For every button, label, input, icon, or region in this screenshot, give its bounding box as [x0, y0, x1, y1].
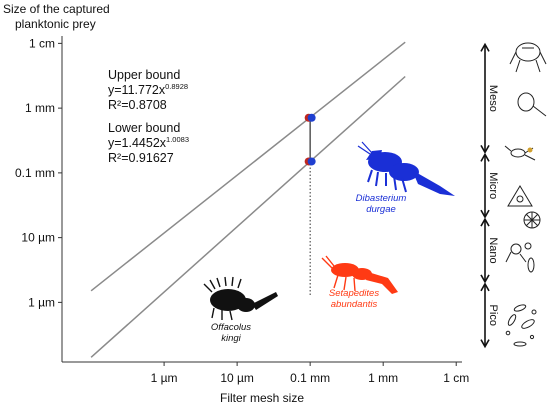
- y-axis-title-line-1: Size of the captured: [3, 2, 110, 16]
- x-tick-label: 10 µm: [220, 371, 254, 385]
- micro-diatom-sketch-icon: [507, 185, 533, 207]
- x-tick-label: 0.1 mm: [290, 371, 330, 385]
- upper-bound-line: [90, 41, 406, 292]
- regression-lines: [90, 41, 406, 358]
- x-tick-label: 1 cm: [443, 371, 469, 385]
- lower-bound-exponent: 1.0083: [166, 135, 189, 144]
- size-class-pico-arrow-down-icon: [480, 339, 490, 349]
- setapedites-silhouette-icon: [321, 255, 398, 294]
- species-dibasterium-epithet: durgae: [366, 204, 396, 215]
- meso-medusa-sketch-icon: [517, 92, 547, 117]
- data-points: [304, 113, 316, 166]
- size-class-meso-label: Meso: [487, 85, 499, 112]
- data-point: [307, 113, 316, 122]
- upper-bound-label: Upper bound: [108, 68, 180, 82]
- x-axis-title: Filter mesh size: [220, 391, 304, 405]
- y-tick-label: 1 mm: [25, 101, 55, 115]
- x-tick-label: 1 mm: [368, 371, 398, 385]
- lower-bound-line: [90, 75, 406, 358]
- lower-bound-label: Lower bound: [108, 121, 180, 135]
- dibasterium-silhouette-icon: [357, 141, 455, 196]
- y-axis-title-line-2: planktonic prey: [15, 17, 96, 31]
- size-class-micro-arrow-down-icon: [480, 209, 490, 219]
- species-setapedites-genus: Setapedites: [329, 288, 379, 299]
- size-class-pico-label: Pico: [487, 305, 499, 326]
- size-class-nano-arrow-down-icon: [480, 274, 490, 284]
- lower-bound-equation: y=1.4452x1.0083: [108, 135, 189, 150]
- upper-bound-r2: R²=0.8708: [108, 98, 167, 112]
- y-ticks: 1 cm 1 mm 0.1 mm 10 µm 1 µm: [15, 36, 62, 309]
- y-tick-label: 1 µm: [28, 295, 55, 309]
- size-class-meso-arrow-up-icon: [480, 42, 490, 52]
- lower-bound-equation-base: y=1.4452x: [108, 136, 167, 150]
- size-class-micro-label: Micro: [487, 172, 499, 199]
- y-tick-label: 1 cm: [29, 36, 55, 50]
- nano-flagellate-sketch-icon: [505, 242, 535, 273]
- upper-bound-exponent: 0.8928: [165, 82, 188, 91]
- species-offacolus-epithet: kingi: [221, 333, 241, 344]
- lower-bound-r2: R²=0.91627: [108, 151, 174, 165]
- x-ticks: 1 µm 10 µm 0.1 mm 1 mm 1 cm: [151, 362, 469, 385]
- species-offacolus-genus: Offacolus: [211, 322, 251, 333]
- offacolus-silhouette-icon: [203, 276, 278, 321]
- species-setapedites-epithet: abundantis: [331, 299, 378, 310]
- upper-bound-annotation: Upper bound y=11.772x0.8928 R²=0.8708: [108, 68, 188, 112]
- size-class-pico-arrow-up-icon: [480, 282, 490, 292]
- size-class-brackets: Meso Micro Nano Pico: [480, 42, 499, 349]
- size-class-micro-arrow-up-icon: [480, 152, 490, 162]
- species-dibasterium-genus: Dibasterium: [356, 193, 407, 204]
- y-tick-label: 10 µm: [21, 231, 55, 245]
- pico-cells-sketch-icon: [505, 304, 537, 347]
- upper-bound-equation: y=11.772x0.8928: [108, 82, 188, 97]
- meso-copepod-sketch-icon: [509, 42, 547, 73]
- size-class-meso-arrow-down-icon: [480, 144, 490, 154]
- micro-plankton-sketch-icon: [504, 145, 536, 161]
- upper-bound-equation-base: y=11.772x: [108, 83, 166, 97]
- y-tick-label: 0.1 mm: [15, 166, 55, 180]
- x-tick-label: 1 µm: [151, 371, 178, 385]
- size-class-nano-label: Nano: [487, 237, 499, 263]
- data-point: [307, 157, 316, 166]
- size-class-nano-arrow-up-icon: [480, 217, 490, 227]
- lower-bound-annotation: Lower bound y=1.4452x1.0083 R²=0.91627: [108, 121, 189, 165]
- nano-coccolith-sketch-icon: [523, 211, 541, 229]
